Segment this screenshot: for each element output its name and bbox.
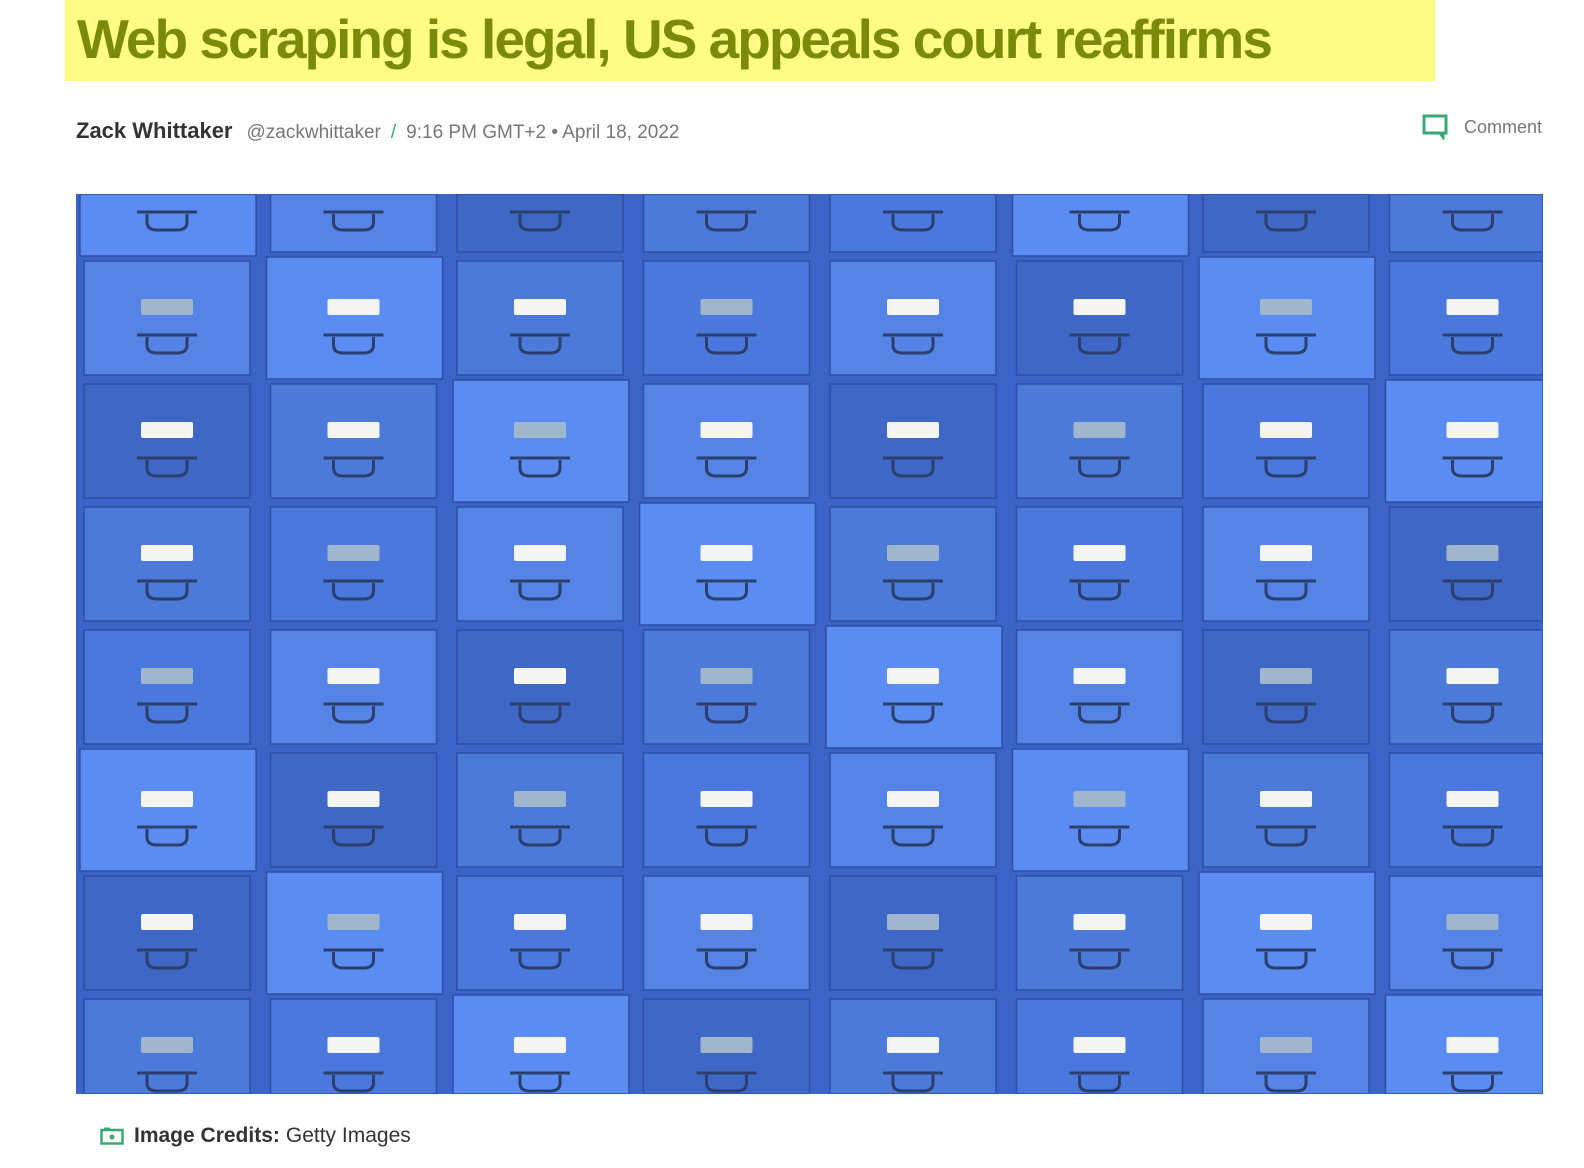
drawer bbox=[83, 383, 251, 499]
drawer bbox=[1015, 875, 1184, 991]
drawer bbox=[269, 752, 438, 868]
drawer bbox=[1384, 379, 1543, 503]
drawer bbox=[1388, 260, 1543, 376]
drawer bbox=[265, 871, 444, 995]
drawer bbox=[642, 194, 811, 253]
drawer bbox=[829, 194, 997, 253]
page-title: Web scraping is legal, US appeals court … bbox=[77, 8, 1273, 70]
title-highlight bbox=[65, 0, 1435, 81]
drawer bbox=[269, 629, 438, 745]
drawer bbox=[1015, 260, 1184, 376]
drawer bbox=[642, 998, 811, 1094]
drawer bbox=[456, 629, 624, 745]
drawer bbox=[269, 194, 438, 253]
drawer bbox=[1202, 629, 1370, 745]
drawer bbox=[1388, 875, 1543, 991]
drawer bbox=[83, 629, 251, 745]
drawer bbox=[79, 194, 257, 257]
caption-label: Image Credits: bbox=[134, 1124, 280, 1147]
drawer bbox=[1015, 383, 1184, 499]
comment-bubble-icon bbox=[1422, 114, 1448, 140]
drawer bbox=[1198, 871, 1376, 995]
drawer bbox=[456, 194, 624, 253]
drawer bbox=[1384, 994, 1543, 1094]
drawer bbox=[642, 875, 811, 991]
drawer bbox=[829, 383, 997, 499]
drawer bbox=[1011, 748, 1190, 872]
hero-image bbox=[76, 194, 1543, 1094]
byline: Zack Whittaker @zackwhittaker / 9:16 PM … bbox=[76, 118, 680, 144]
drawer bbox=[456, 260, 624, 376]
image-caption: Image Credits: Getty Images bbox=[100, 1124, 411, 1148]
filing-cabinets-photo bbox=[79, 194, 1543, 1094]
drawer bbox=[452, 379, 630, 503]
drawer bbox=[83, 875, 251, 991]
drawer bbox=[83, 506, 251, 622]
drawer bbox=[1202, 383, 1370, 499]
drawer bbox=[1388, 506, 1543, 622]
drawer bbox=[456, 752, 624, 868]
drawer bbox=[825, 625, 1003, 749]
drawer bbox=[1202, 194, 1370, 253]
drawer bbox=[1198, 256, 1376, 380]
drawer bbox=[638, 502, 817, 626]
drawer bbox=[1388, 194, 1543, 253]
comment-button[interactable]: Comment bbox=[1422, 114, 1542, 140]
drawer bbox=[829, 998, 997, 1094]
drawer bbox=[269, 506, 438, 622]
caption-value: Getty Images bbox=[285, 1124, 411, 1147]
drawer bbox=[1202, 506, 1370, 622]
drawer bbox=[1202, 998, 1370, 1094]
drawer bbox=[642, 260, 811, 376]
drawer bbox=[642, 752, 811, 868]
drawer bbox=[83, 260, 251, 376]
drawer bbox=[269, 383, 438, 499]
drawer bbox=[1015, 629, 1184, 745]
author-handle[interactable]: @zackwhittaker bbox=[246, 122, 381, 143]
drawer bbox=[79, 748, 257, 872]
drawer bbox=[1015, 998, 1184, 1094]
byline-separator: / bbox=[390, 122, 397, 143]
drawer bbox=[829, 506, 997, 622]
author-link[interactable]: Zack Whittaker bbox=[76, 118, 233, 143]
drawer bbox=[642, 383, 811, 499]
drawer bbox=[456, 875, 624, 991]
comment-label: Comment bbox=[1464, 116, 1543, 137]
drawer bbox=[829, 875, 997, 991]
drawer bbox=[1388, 629, 1543, 745]
camera-icon bbox=[100, 1127, 124, 1145]
drawer bbox=[1011, 194, 1190, 257]
publish-datetime: 9:16 PM GMT+2 • April 18, 2022 bbox=[406, 122, 680, 143]
drawer bbox=[829, 260, 997, 376]
drawer bbox=[1015, 506, 1184, 622]
drawer bbox=[269, 998, 438, 1094]
drawer bbox=[265, 256, 444, 380]
drawer bbox=[642, 629, 811, 745]
drawer bbox=[456, 506, 624, 622]
drawer bbox=[1202, 752, 1370, 868]
drawer bbox=[452, 994, 630, 1094]
drawer bbox=[1388, 752, 1543, 868]
drawer bbox=[829, 752, 997, 868]
drawer bbox=[83, 998, 251, 1094]
